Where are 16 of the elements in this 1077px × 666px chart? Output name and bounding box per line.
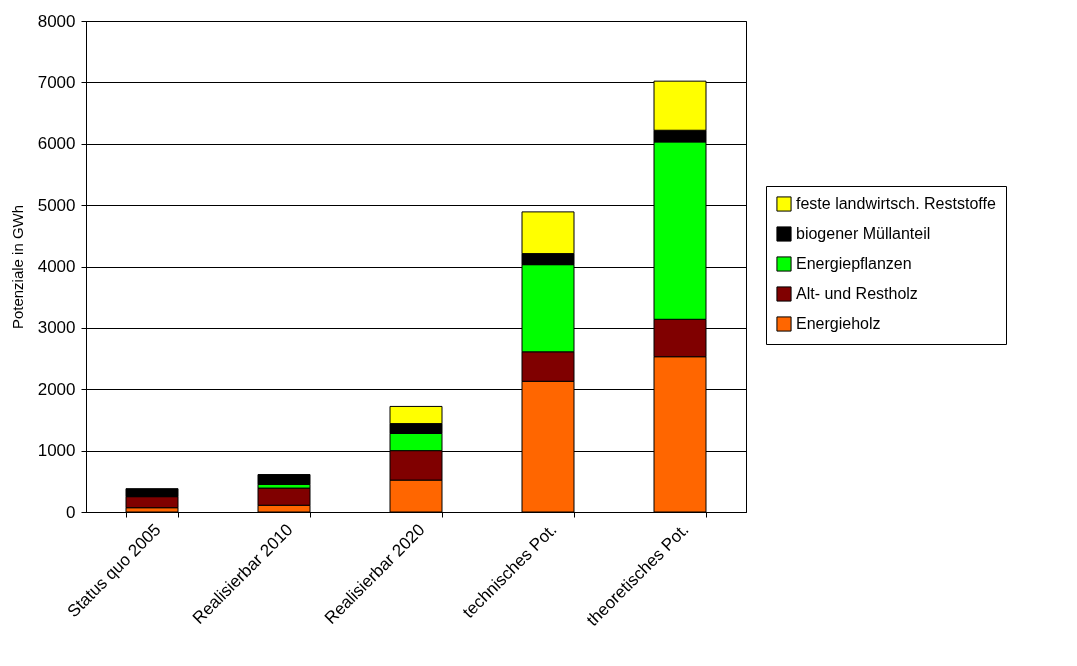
legend-label: feste landwirtsch. Reststoffe — [796, 195, 996, 212]
y-tick-label: 5000 — [37, 195, 76, 215]
y-tick-label: 1000 — [37, 441, 76, 461]
legend-label: Energieholz — [796, 315, 881, 332]
y-tick-label: 8000 — [37, 11, 76, 31]
y-tick-label: 6000 — [37, 134, 76, 154]
y-tick-label: 2000 — [37, 379, 76, 399]
y-tick-label: 3000 — [37, 318, 76, 338]
legend-label: Alt- und Restholz — [796, 285, 918, 302]
y-tick-label: 7000 — [37, 72, 76, 92]
y-tick-label: 0 — [66, 502, 76, 522]
bar — [257, 474, 311, 485]
legend-label: Energiepflanzen — [796, 255, 912, 272]
legend-label: biogener Müllanteil — [796, 225, 931, 242]
y-axis-title: Potenziale in GWh — [8, 204, 26, 330]
y-tick-label: 4000 — [37, 257, 76, 276]
